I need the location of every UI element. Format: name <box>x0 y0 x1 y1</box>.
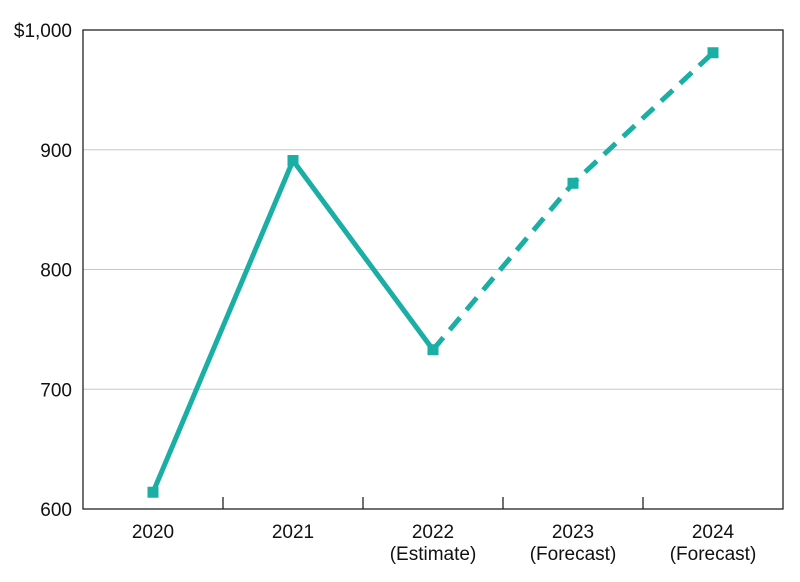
x-tick-label: 2024 <box>692 522 735 543</box>
series-line-actual <box>150 158 436 494</box>
x-tick-label: 2020 <box>132 522 174 543</box>
data-point <box>707 47 719 59</box>
y-tick-label: $1,000 <box>14 21 72 42</box>
y-tick-label: 600 <box>40 500 72 521</box>
x-tick-sublabel: (Estimate) <box>390 544 477 565</box>
data-point <box>287 155 299 167</box>
x-tick-label: 2022 <box>412 522 454 543</box>
x-axis-labels: 2020 2021 2022(Estimate)2023(Forecast)2024… <box>132 522 756 565</box>
data-point <box>147 486 159 498</box>
x-tick-sublabel: (Forecast) <box>670 544 757 565</box>
y-tick-label: 800 <box>40 261 72 282</box>
x-tick-sublabel: (Forecast) <box>530 544 617 565</box>
y-tick-label: 900 <box>40 141 72 162</box>
grid-lines <box>83 149 783 390</box>
x-axis-ticks <box>222 497 644 509</box>
series-points <box>147 47 719 498</box>
plot-frame <box>82 29 784 510</box>
x-tick-label: 2021 <box>272 522 314 543</box>
data-point <box>567 177 579 189</box>
x-tick-label: 2023 <box>552 522 594 543</box>
series-line-forecast <box>431 50 715 352</box>
series-lines <box>150 50 715 494</box>
y-tick-label: 700 <box>40 380 72 401</box>
data-point <box>427 344 439 356</box>
y-axis-labels: 600 700 800 900 $1,000 <box>14 21 72 521</box>
